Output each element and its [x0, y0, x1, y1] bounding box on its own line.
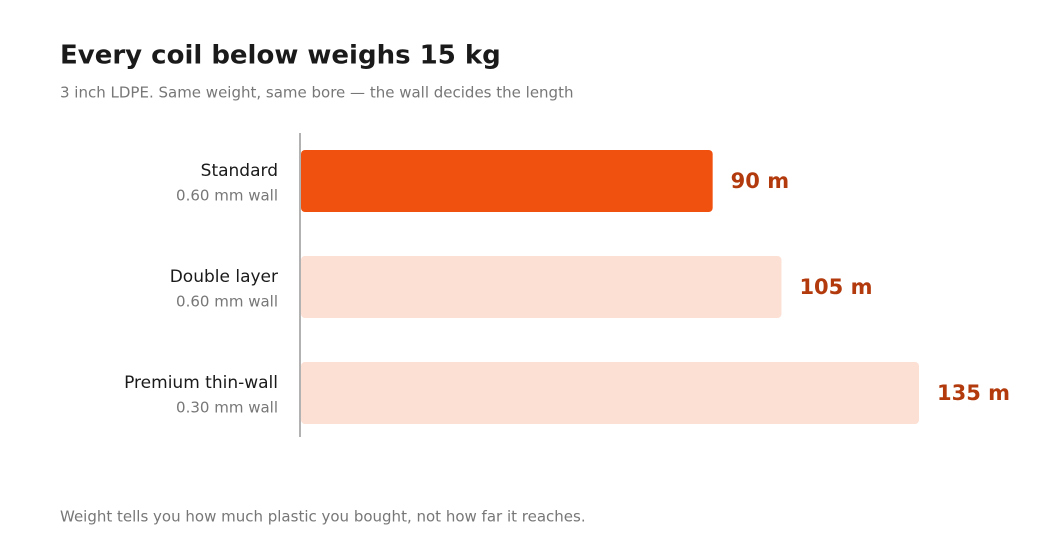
bar: [301, 150, 713, 212]
category-note: 0.60 mm wall: [176, 187, 278, 205]
category-note: 0.30 mm wall: [176, 399, 278, 417]
category-label: Premium thin-wall: [124, 373, 278, 393]
value-label: 135 m: [937, 381, 1010, 405]
category-label: Double layer: [170, 267, 278, 287]
bar: [301, 256, 782, 318]
chart-title: Every coil below weighs 15 kg: [60, 41, 501, 71]
value-label: 90 m: [731, 169, 789, 193]
footnote: Weight tells you how much plastic you bo…: [60, 508, 586, 526]
category-note: 0.60 mm wall: [176, 293, 278, 311]
category-label: Standard: [201, 161, 278, 181]
bar: [301, 362, 919, 424]
value-label: 105 m: [799, 275, 872, 299]
chart-subtitle: 3 inch LDPE. Same weight, same bore — th…: [60, 84, 573, 102]
